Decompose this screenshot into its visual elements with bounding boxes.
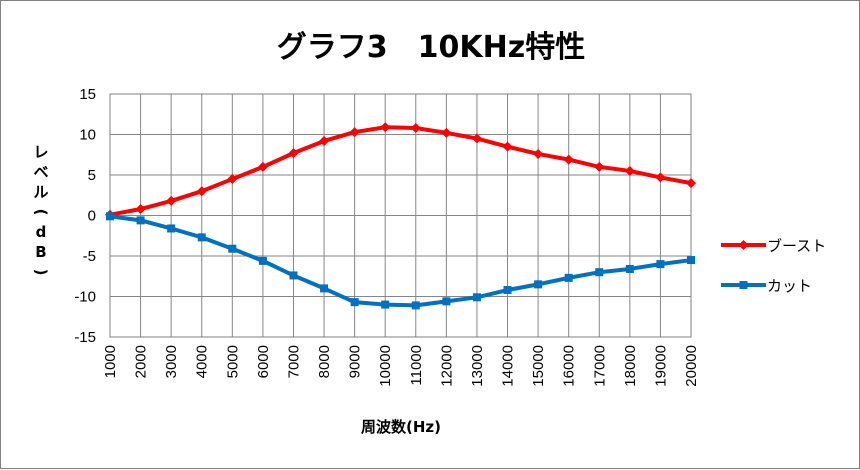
data-point [228, 244, 237, 253]
series-line-1 [108, 214, 693, 308]
x-tick-label: 11000 [408, 345, 425, 386]
x-tick-label: 5000 [224, 345, 241, 378]
y-tick-label: 15 [79, 86, 96, 103]
data-point [411, 301, 420, 310]
x-tick-label: 7000 [285, 345, 302, 378]
data-point [257, 161, 268, 172]
data-point [381, 300, 390, 309]
data-point [319, 135, 330, 146]
data-point [533, 148, 544, 159]
y-axis-label-char: レ [33, 143, 48, 161]
data-point [227, 174, 238, 185]
data-point [196, 186, 207, 197]
data-point [258, 256, 267, 265]
y-axis-label: レベル ( dB) [32, 143, 50, 275]
y-tick-label: -5 [83, 248, 96, 265]
legend-marker [738, 240, 749, 250]
x-tick-label: 3000 [163, 345, 180, 378]
x-tick-label: 4000 [194, 345, 211, 378]
gridlines [109, 93, 692, 338]
x-tick-label: 9000 [347, 345, 364, 378]
data-point [656, 260, 665, 269]
data-point [410, 123, 421, 134]
data-point [595, 268, 604, 277]
y-tick-label: 5 [88, 167, 96, 184]
y-tick-label: 0 [88, 208, 96, 225]
data-point [350, 298, 359, 307]
x-tick-label: 2000 [133, 345, 150, 378]
x-axis-label: 周波数(Hz) [361, 418, 441, 436]
legend-label: ブースト [767, 237, 826, 255]
data-point [349, 127, 360, 138]
data-point [471, 133, 482, 144]
chart-title: グラフ3 10KHz特性 [277, 30, 585, 65]
y-axis-label-char: ) [32, 269, 50, 276]
data-point [503, 286, 512, 295]
x-tick-label: 15000 [530, 345, 547, 387]
y-axis-label-char: ル [33, 183, 48, 201]
y-axis-label-char: d [36, 223, 47, 241]
x-tick-label: 17000 [591, 345, 608, 387]
series-layer [105, 122, 696, 310]
y-tick-label: 10 [79, 127, 96, 144]
data-point [534, 280, 543, 289]
x-tick-label: 13000 [469, 345, 486, 387]
data-point [472, 293, 481, 302]
y-axis-ticks: -15 -10 -5 0 5 10 15 [74, 86, 96, 346]
data-point [655, 172, 666, 183]
legend-label: カット [767, 277, 812, 295]
data-point [289, 271, 298, 280]
data-point [320, 284, 329, 293]
data-point [594, 161, 605, 172]
x-tick-label: 12000 [438, 345, 455, 387]
data-point [167, 224, 176, 233]
x-tick-label: 8000 [316, 345, 333, 378]
x-tick-label: 10000 [377, 345, 394, 387]
data-point [624, 165, 635, 176]
data-point [288, 148, 299, 159]
y-tick-label: -15 [74, 329, 96, 346]
x-tick-label: 1000 [102, 345, 119, 378]
data-point [106, 212, 114, 221]
data-point [687, 256, 695, 265]
data-point [197, 233, 206, 242]
y-axis-label-char: ( [32, 209, 50, 216]
data-point [686, 178, 696, 189]
legend-marker [739, 281, 748, 289]
x-tick-label: 6000 [255, 345, 272, 378]
data-point [564, 273, 573, 282]
y-axis-label-char: ベ [33, 163, 48, 181]
data-point [625, 264, 634, 273]
series-line-0 [108, 125, 693, 217]
x-tick-label: 20000 [683, 345, 700, 387]
x-tick-label: 14000 [500, 345, 517, 387]
y-tick-label: -10 [74, 289, 96, 306]
x-axis-ticks: 1000 2000 3000 4000 5000 6000 7000 8000 9000 1000… [102, 345, 700, 387]
data-point [502, 141, 513, 152]
y-axis-label-char: B [35, 243, 46, 261]
x-tick-label: 19000 [652, 345, 669, 387]
data-point [563, 154, 574, 165]
data-point [441, 127, 452, 138]
data-point [136, 216, 145, 225]
x-tick-label: 16000 [561, 345, 578, 387]
data-point [442, 297, 451, 306]
data-point [380, 122, 391, 133]
data-point [166, 195, 177, 206]
data-point [135, 204, 146, 215]
x-tick-label: 18000 [622, 345, 639, 387]
